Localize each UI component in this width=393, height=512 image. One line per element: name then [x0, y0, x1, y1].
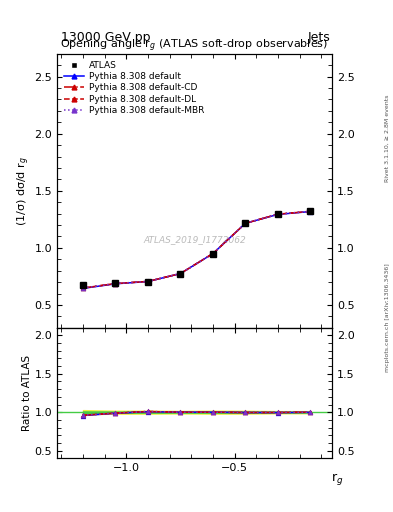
Title: Opening angle r$_g$ (ATLAS soft-drop observables): Opening angle r$_g$ (ATLAS soft-drop obs…	[61, 37, 329, 54]
Text: mcplots.cern.ch [arXiv:1306.3436]: mcplots.cern.ch [arXiv:1306.3436]	[385, 263, 389, 372]
Y-axis label: Ratio to ATLAS: Ratio to ATLAS	[22, 355, 31, 431]
Text: 13000 GeV pp: 13000 GeV pp	[61, 31, 151, 44]
Legend: ATLAS, Pythia 8.308 default, Pythia 8.308 default-CD, Pythia 8.308 default-DL, P: ATLAS, Pythia 8.308 default, Pythia 8.30…	[61, 58, 207, 118]
Text: Rivet 3.1.10, ≥ 2.8M events: Rivet 3.1.10, ≥ 2.8M events	[385, 95, 389, 182]
Y-axis label: (1/σ) dσ/d r$_g$: (1/σ) dσ/d r$_g$	[15, 156, 31, 226]
Text: ATLAS_2019_I1772062: ATLAS_2019_I1772062	[143, 236, 246, 245]
Text: Jets: Jets	[307, 31, 330, 44]
X-axis label: r$_g$: r$_g$	[331, 471, 344, 487]
